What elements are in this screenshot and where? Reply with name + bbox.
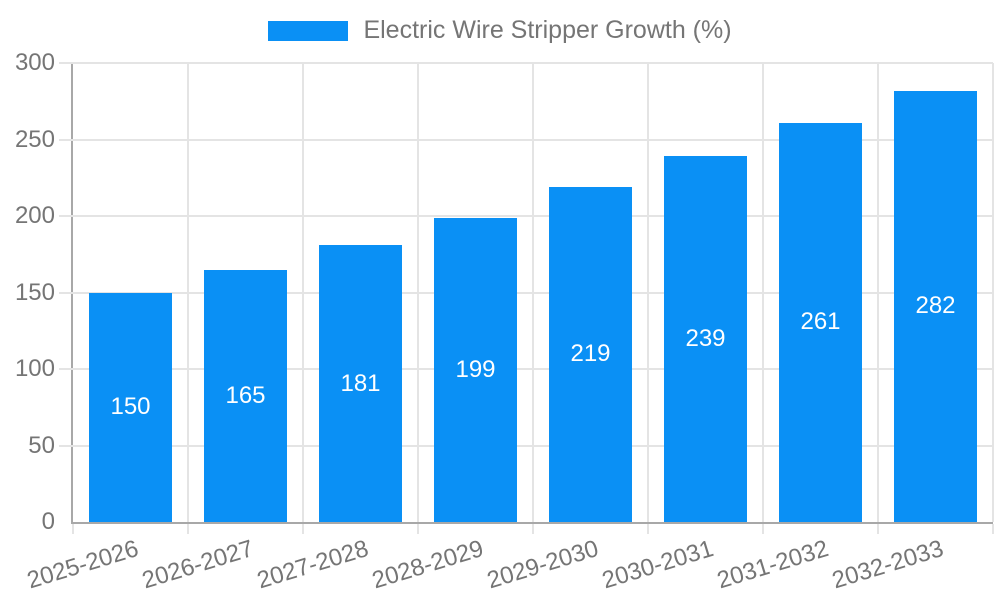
x-tick-label: 2027-2028 (253, 535, 372, 595)
x-tick (72, 524, 74, 534)
bar-value-label: 165 (225, 381, 266, 409)
bar: 282 (894, 90, 977, 522)
bar: 239 (664, 156, 747, 522)
x-tick-label: 2028-2029 (368, 535, 487, 595)
h-gridline (59, 368, 993, 370)
y-tick-label: 150 (14, 278, 55, 306)
v-gridline (417, 63, 419, 522)
h-gridline (59, 444, 993, 447)
h-gridline (59, 291, 993, 294)
x-tick-label: 2025-2026 (23, 535, 142, 595)
bar-value-label: 199 (455, 355, 496, 383)
bar-value-label: 181 (340, 369, 381, 397)
x-tick (877, 524, 879, 534)
h-gridline (59, 215, 993, 217)
y-tick-label: 0 (41, 508, 55, 535)
v-gridline (187, 63, 189, 522)
legend-item[interactable]: Electric Wire Stripper Growth (%) (0, 16, 1000, 45)
bar-value-label: 239 (685, 325, 726, 353)
v-gridline (762, 63, 764, 522)
v-gridline (877, 63, 879, 522)
bar: 261 (779, 122, 862, 522)
x-tick-label: 2029-2030 (483, 535, 602, 595)
legend-swatch (268, 20, 349, 41)
y-tick-label: 300 (14, 49, 55, 76)
h-gridline (59, 138, 993, 141)
x-tick-label: 2030-2031 (598, 535, 717, 595)
v-gridline (647, 63, 649, 522)
h-gridline (59, 62, 993, 64)
bar: 199 (434, 217, 517, 522)
x-tick (647, 524, 649, 534)
x-tick (532, 524, 534, 534)
v-gridline (992, 63, 994, 522)
bar-value-label: 261 (800, 308, 841, 336)
v-gridline (302, 63, 304, 522)
bar-value-label: 282 (915, 292, 956, 320)
bar: 165 (204, 269, 287, 522)
x-axis-line (71, 522, 993, 524)
x-tick (187, 524, 189, 534)
bar-value-label: 219 (570, 340, 611, 368)
x-tick (302, 524, 304, 534)
bar: 150 (89, 292, 172, 522)
x-tick-label: 2032-2033 (828, 535, 947, 595)
plot-area: 0 50 100 150 200 250 300 150 2025-2026 165 2026-20… (15, 51, 994, 594)
bar-value-label: 150 (110, 393, 151, 421)
x-tick (417, 524, 419, 534)
y-tick-label: 100 (14, 355, 55, 382)
y-tick-label: 200 (14, 202, 55, 229)
x-tick-label: 2026-2027 (138, 535, 257, 595)
v-gridline (532, 63, 534, 522)
y-tick-label: 250 (14, 125, 55, 153)
x-tick-label: 2031-2032 (713, 535, 832, 595)
legend-label: Electric Wire Stripper Growth (%) (363, 16, 732, 44)
x-tick (762, 524, 764, 534)
x-tick (992, 524, 994, 534)
bar: 219 (549, 186, 632, 522)
bar: 181 (319, 245, 402, 522)
y-tick-label: 50 (28, 431, 55, 459)
y-axis-line (71, 63, 73, 524)
